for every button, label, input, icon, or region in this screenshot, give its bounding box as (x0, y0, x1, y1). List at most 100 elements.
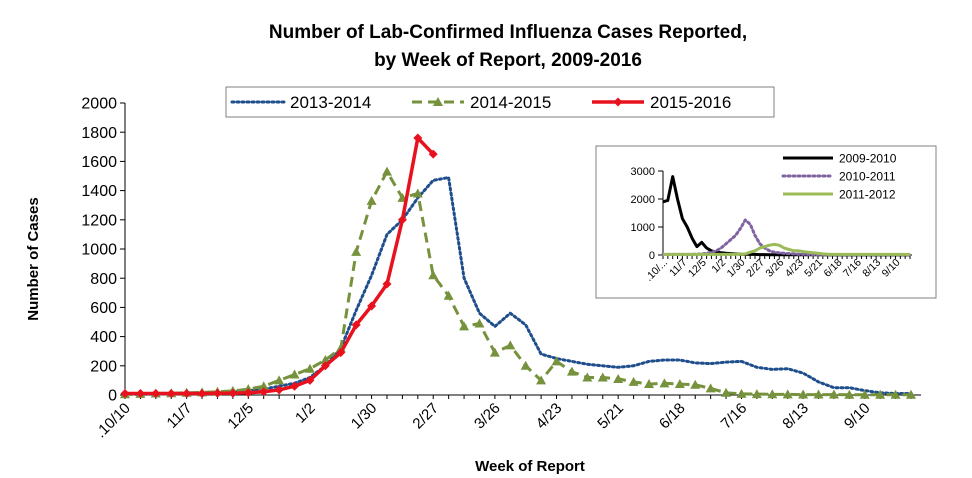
inset-legend-label-2010-2011: 2010-2011 (839, 169, 896, 183)
point-2015-2016-13 (320, 361, 330, 371)
point-2015-2016-5 (197, 389, 207, 399)
x-tick-label-6: 3/26 (471, 400, 504, 433)
point-2015-2016-0 (120, 389, 130, 399)
x-tick-label-9: 6/18 (656, 400, 689, 433)
point-2014-2015-26 (520, 360, 531, 370)
point-2014-2015-29 (566, 366, 577, 376)
point-2014-2015-19 (412, 188, 423, 198)
point-2014-2015-41 (751, 389, 762, 399)
point-2014-2015-30 (582, 372, 593, 382)
main-legend: 2013-2014 2014-2015 2015-2016 (225, 86, 775, 118)
point-2014-2015-27 (536, 375, 547, 385)
chart-title-line-2: by Week of Report, 2009-2016 (374, 50, 642, 71)
point-2015-2016-14 (336, 348, 346, 358)
inset-frame (595, 145, 937, 299)
inset-legend-label-2011-2012: 2011-2012 (839, 187, 896, 201)
point-2014-2015-50 (890, 389, 901, 399)
point-2014-2015-9 (258, 381, 269, 391)
point-2015-2016-8 (243, 388, 253, 398)
x-axis-label: Week of Report (475, 458, 585, 475)
x-tick-label-3: 1/2 (292, 400, 319, 427)
inset-series-2011-2012 (663, 242, 910, 256)
series-2013-2014 (123, 176, 913, 396)
point-2014-2015-43 (782, 389, 793, 399)
point-2014-2015-38 (705, 383, 716, 393)
point-2014-2015-48 (859, 389, 870, 399)
legend-label-2015-2016: 2015-2016 (650, 93, 731, 112)
y-tick-label-2: 400 (90, 329, 117, 346)
point-2014-2015-20 (428, 270, 439, 280)
point-2015-2016-12 (305, 375, 315, 385)
y-tick-label-6: 1200 (81, 212, 117, 229)
point-2014-2015-35 (659, 378, 670, 388)
point-2014-2015-21 (443, 290, 454, 300)
point-2014-2015-25 (505, 340, 516, 350)
legend-box (225, 86, 775, 118)
inset-y-tick-label-0: 0 (649, 250, 655, 262)
inset-y-tick-label-2: 2000 (631, 194, 655, 206)
x-tick-label-0: .10/10 (92, 400, 134, 442)
point-2014-2015-36 (674, 379, 685, 389)
x-tick-label-4: 1/30 (348, 400, 381, 433)
point-2014-2015-45 (813, 389, 824, 399)
point-2015-2016-7 (228, 388, 238, 398)
x-tick-label-10: 7/16 (718, 400, 751, 433)
y-tick-label-4: 800 (90, 271, 117, 288)
point-2014-2015-46 (828, 389, 839, 399)
point-2014-2015-22 (459, 321, 470, 331)
point-2014-2015-15 (351, 246, 362, 256)
inset-y-tick-label-1: 1000 (631, 222, 655, 234)
point-2014-2015-42 (767, 389, 778, 399)
y-tick-label-1: 200 (90, 358, 117, 375)
y-tick-label-8: 1600 (81, 154, 117, 171)
point-2014-2015-39 (721, 387, 732, 397)
point-2014-2015-37 (690, 379, 701, 389)
point-2014-2015-32 (613, 373, 624, 383)
point-2014-2015-24 (489, 347, 500, 357)
y-tick-label-0: 0 (108, 388, 117, 405)
point-2014-2015-28 (551, 356, 562, 366)
inset-series-line-2011-2012 (663, 242, 910, 256)
point-2015-2016-4 (182, 389, 192, 399)
point-2015-2016-3 (166, 389, 176, 399)
series-line-2015-2016 (125, 136, 435, 396)
point-2015-2016-16 (367, 301, 377, 311)
point-2014-2015-10 (274, 375, 285, 385)
inset-legend-label-2009-2010: 2009-2010 (839, 151, 897, 165)
point-2015-2016-15 (351, 320, 361, 330)
legend-marker-2015-2016 (613, 97, 623, 107)
point-2014-2015-49 (875, 389, 886, 399)
point-2015-2016-20 (428, 149, 438, 159)
point-2015-2016-2 (151, 389, 161, 399)
y-tick-label-3: 600 (90, 300, 117, 317)
x-tick-label-5: 2/27 (409, 400, 442, 433)
x-tick-label-12: 9/10 (841, 400, 874, 433)
point-2015-2016-6 (212, 388, 222, 398)
point-2015-2016-19 (413, 133, 423, 143)
point-2014-2015-47 (844, 389, 855, 399)
point-2014-2015-16 (366, 195, 377, 205)
x-tick-label-7: 4/23 (533, 400, 566, 433)
point-2014-2015-40 (736, 388, 747, 398)
series-line-2013-2014 (123, 176, 913, 396)
point-2014-2015-23 (474, 318, 485, 328)
point-2014-2015-11 (289, 369, 300, 379)
point-2015-2016-1 (135, 389, 145, 399)
x-tick-label-11: 8/13 (779, 400, 812, 433)
x-tick-label-8: 5/21 (594, 400, 627, 433)
point-2014-2015-44 (798, 389, 809, 399)
y-tick-label-7: 1400 (81, 183, 117, 200)
legend-label-2014-2015: 2014-2015 (470, 93, 551, 112)
point-2014-2015-12 (304, 363, 315, 373)
point-2015-2016-11 (290, 381, 300, 391)
x-tick-label-2: 12/5 (224, 400, 257, 433)
x-tick-label-1: 11/7 (164, 400, 196, 432)
legend-label-2013-2014: 2013-2014 (290, 93, 371, 112)
point-2014-2015-33 (628, 376, 639, 386)
y-tick-label-10: 2000 (81, 96, 117, 113)
y-tick-label-5: 1000 (81, 242, 117, 259)
series-line-2014-2015 (124, 170, 911, 397)
point-2014-2015-31 (597, 372, 608, 382)
